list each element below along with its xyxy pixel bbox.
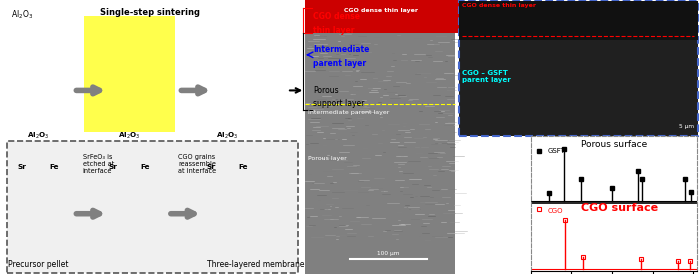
Text: Al$_2$O$_3$: Al$_2$O$_3$: [11, 8, 34, 21]
Text: Sr: Sr: [109, 164, 118, 170]
Text: CGO surface: CGO surface: [580, 203, 658, 213]
Text: SrFeO₃ is
etched at
interface: SrFeO₃ is etched at interface: [83, 155, 114, 174]
Text: GSFT: GSFT: [547, 148, 565, 154]
Text: CGO dense thin layer: CGO dense thin layer: [462, 3, 536, 8]
Bar: [7, 141, 298, 273]
Text: Intermediate: Intermediate: [313, 45, 370, 54]
Text: CGO dense: CGO dense: [313, 12, 360, 21]
Text: 5 μm: 5 μm: [679, 124, 694, 129]
Text: Al$_2$O$_3$: Al$_2$O$_3$: [27, 131, 50, 141]
Text: Al$_2$O$_3$: Al$_2$O$_3$: [216, 131, 239, 141]
Text: parent layer: parent layer: [313, 59, 366, 68]
Text: Porous surface: Porous surface: [580, 140, 647, 149]
Text: Fe: Fe: [50, 164, 60, 170]
Text: support layer: support layer: [313, 99, 364, 108]
Bar: [304, 0, 455, 274]
Text: Single-step sintering: Single-step sintering: [101, 8, 200, 17]
Bar: [458, 1, 698, 40]
Text: Al$_2$O$_3$: Al$_2$O$_3$: [118, 131, 141, 141]
Text: CGO: CGO: [547, 207, 563, 213]
Bar: [458, 1, 698, 136]
Text: CGO – GSFT
parent layer: CGO – GSFT parent layer: [462, 70, 511, 83]
Text: Precursor pellet: Precursor pellet: [8, 259, 69, 269]
Text: Fe: Fe: [239, 164, 248, 170]
Text: CGO grains
reassemble
at interface: CGO grains reassemble at interface: [178, 155, 216, 174]
Text: Three-layered membrane: Three-layered membrane: [206, 259, 304, 269]
Text: 100 μm: 100 μm: [377, 251, 400, 256]
Bar: [84, 16, 175, 132]
Bar: [304, 0, 458, 33]
Text: Sr: Sr: [18, 164, 27, 170]
Text: Intermediate parent layer: Intermediate parent layer: [308, 110, 389, 115]
Text: Porous layer: Porous layer: [308, 156, 346, 161]
Text: thin layer: thin layer: [313, 26, 354, 35]
Text: CGO dense thin layer: CGO dense thin layer: [344, 8, 419, 13]
Text: Porous: Porous: [313, 86, 339, 95]
Text: Fe: Fe: [141, 164, 150, 170]
Text: Sr: Sr: [207, 164, 216, 170]
